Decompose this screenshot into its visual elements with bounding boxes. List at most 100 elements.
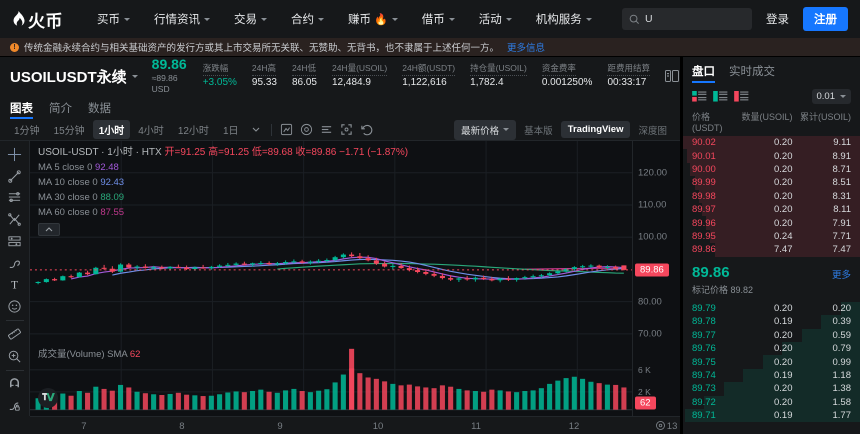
row-total: 7.71 [832,230,852,242]
chevron-down-icon[interactable] [247,122,265,138]
tradingview-logo-icon[interactable] [38,388,58,408]
nav-item-5[interactable]: 借币 [410,0,467,38]
orderbook-row[interactable]: 89.98 0.20 8.31 [683,189,860,203]
nav-item-7[interactable]: 机构服务 [524,0,604,38]
view-depth-button[interactable]: 深度图 [638,125,667,137]
brush-icon[interactable] [3,253,27,274]
orderbook-row[interactable]: 89.72 0.20 1.58 [683,395,860,409]
orderbook-row[interactable]: 90.02 0.20 9.11 [683,136,860,150]
price-tick: 80.00 [638,296,662,308]
last-price-usd: ≈89.86 USD [151,72,178,94]
nav-item-0[interactable]: 买币 [85,0,142,38]
fire-icon: 🔥 [374,13,388,26]
chevron-down-icon [131,74,138,78]
symbol-selector[interactable]: USOILUSDT永续 [10,66,138,87]
depth-both-icon[interactable] [692,90,707,102]
long-position-icon[interactable] [3,231,27,252]
timeframe-1h[interactable]: 1小时 [92,120,131,139]
crosshair-icon[interactable] [3,144,27,165]
tab-data[interactable]: 数据 [88,103,111,115]
tab-orderbook[interactable]: 盘口 [692,63,715,83]
settings-list-icon[interactable] [318,122,336,138]
banner-more-link[interactable]: 更多信息 [507,43,546,54]
more-link[interactable]: 更多 [831,269,851,281]
register-button[interactable]: 注册 [803,7,848,31]
orderbook-row[interactable]: 89.99 0.20 8.51 [683,176,860,190]
timeframe-15m[interactable]: 15分钟 [53,126,85,137]
magnet-icon[interactable] [3,374,27,395]
orderbook-row[interactable]: 89.77 0.20 0.59 [683,328,860,342]
orderbook-row[interactable]: 89.86 7.47 7.47 [683,243,860,257]
price-mode-dropdown[interactable]: 最新价格 [454,119,517,140]
nav-item-1[interactable]: 行情资讯 [142,0,222,38]
orderbook-row[interactable]: 89.74 0.19 1.18 [683,368,860,383]
plot-canvas[interactable]: USOIL-USDT · 1小时 · HTX 开=91.25 高=91.25 低… [30,141,632,416]
nav-item-3[interactable]: 合约 [279,0,336,38]
depth-asks-icon[interactable] [734,90,749,102]
fib-pattern-icon[interactable] [3,209,27,230]
stat-funding-countdown: 距费用结算 00:33:17 [607,62,650,89]
top-navigation: 火币 买币 行情资讯 交易 合约 赚币🔥 借币 活动 机构服务 登录 注册 [0,0,860,38]
timeframe-12h[interactable]: 12小时 [177,126,209,137]
timeframe-4h[interactable]: 4小时 [138,126,164,137]
orderbook-header: 价格(USDT) 数量(USOIL) 累计(USOIL) [683,106,860,136]
emoji-icon[interactable] [3,296,27,317]
stat-label: 资金费率 [541,63,576,76]
orderbook-row[interactable]: 89.95 0.24 7.71 [683,229,860,244]
brand-logo[interactable]: 火币 [12,7,63,32]
timeframe-1d[interactable]: 1日 [222,126,239,137]
undo-icon[interactable] [358,122,376,138]
depth-bids-icon[interactable] [713,90,728,102]
stat-label: 持仓量(USOIL) [470,63,527,76]
orderbook-row[interactable]: 89.75 0.20 0.99 [683,355,860,369]
orderbook-row[interactable]: 90.00 0.20 8.71 [683,162,860,177]
nav-item-4[interactable]: 赚币 🔥 [336,0,410,38]
nav-item-6[interactable]: 活动 [467,0,524,38]
layout-toggle-button[interactable] [664,70,683,82]
orderbook-row[interactable]: 89.97 0.20 8.11 [683,202,860,217]
ruler-icon[interactable] [3,324,27,345]
precision-value: 0.01 [816,90,836,102]
orderbook-row[interactable]: 90.01 0.20 8.91 [683,149,860,163]
nav-item-2[interactable]: 交易 [222,0,279,38]
lock-icon[interactable] [3,395,27,416]
mid-price-block: 89.86 标记价格 89.82 更多 [683,257,860,302]
row-total: 8.11 [833,204,851,216]
tab-chart[interactable]: 图表 [10,100,33,119]
search-box[interactable] [622,8,752,30]
orderbook-row[interactable]: 89.78 0.19 0.39 [683,315,860,329]
orderbook-row[interactable]: 89.96 0.20 7.91 [683,216,860,230]
zoom-icon[interactable] [3,346,27,367]
tab-intro[interactable]: 简介 [49,103,72,115]
orderbook-row[interactable]: 89.76 0.20 0.79 [683,341,860,356]
collapse-legend-button[interactable] [38,223,60,236]
login-button[interactable]: 登录 [766,14,789,26]
trendline-icon[interactable] [3,166,27,187]
view-tradingview-button[interactable]: TradingView [560,121,631,138]
indicator-icon[interactable] [298,122,316,138]
candle-type-icon[interactable] [278,122,296,138]
view-basic-button[interactable]: 基本版 [524,125,553,137]
timeframe-1m[interactable]: 1分钟 [14,126,40,137]
precision-dropdown[interactable]: 0.01 [811,88,851,104]
horizontal-lines-icon[interactable] [3,188,27,209]
volume-tick: 6 K [638,364,651,375]
orderbook-row[interactable]: 89.79 0.20 0.20 [683,301,860,316]
fullscreen-icon[interactable] [338,122,356,138]
depth-bar [686,149,860,163]
stat-24h-volume-base: 24H量(USOIL) 12,484.9 [331,62,388,89]
tab-trades[interactable]: 实时成交 [729,66,775,78]
nav-label: 借币 [421,14,445,26]
row-total: 0.59 [832,329,852,341]
orderbook-row[interactable]: 89.73 0.20 1.38 [683,382,860,396]
mark-price-value: 89.82 [730,284,754,295]
orderbook-row[interactable]: 89.71 0.19 1.77 [683,408,860,423]
row-price: 89.77 [692,329,716,341]
chart-toolbar: 1分钟 15分钟 1小时 4小时 12小时 1日 最新价格 基本版 Tradin… [0,119,680,141]
axis-settings-icon[interactable] [655,420,666,434]
time-axis[interactable]: 7 8 9 10 11 12 13 [30,416,680,434]
stat-label: 24H高 [251,63,277,76]
text-icon[interactable]: T [3,275,27,296]
search-input[interactable] [645,13,745,25]
